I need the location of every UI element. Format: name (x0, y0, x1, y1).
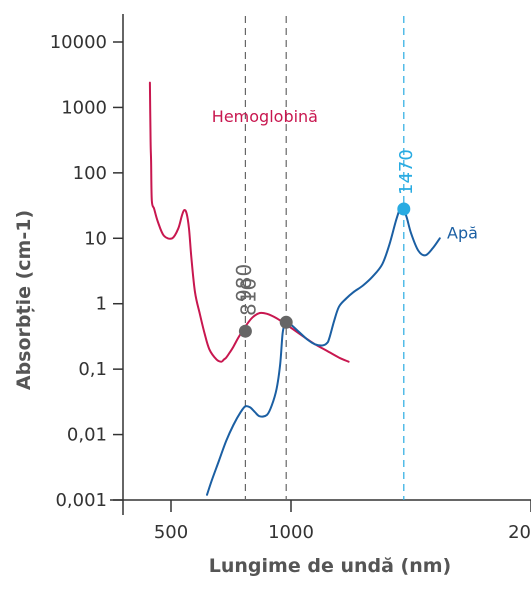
reference-line-label: 810 (236, 278, 260, 316)
reference-line-label: 1470 (396, 149, 417, 195)
y-tick-label: 100 (73, 163, 107, 184)
x-axis-title: Lungime de undă (nm) (209, 555, 451, 577)
points-layer (238, 202, 411, 338)
series-label: Hemoglobină (212, 107, 318, 126)
x-tick-label: 2000 (508, 522, 531, 543)
data-point-marker (397, 202, 411, 216)
y-tick-label: 1 (96, 294, 107, 315)
series-layer (148, 81, 441, 496)
y-tick-label: 10 (84, 228, 107, 249)
y-tick-label: 1000 (61, 97, 107, 118)
data-point-marker (238, 324, 252, 338)
series-label: Apă (447, 223, 478, 242)
x-tick-label: 500 (154, 522, 188, 543)
data-point-marker (279, 315, 293, 329)
y-tick-label: 10000 (50, 32, 107, 53)
y-tick-label: 0,001 (55, 490, 107, 511)
reference-lines-layer (244, 16, 405, 500)
y-tick-label: 0,1 (78, 359, 107, 380)
y-axis-title: Absorbție (cm-1) (13, 210, 35, 390)
series-line-1 (206, 206, 441, 496)
axes-layer: 0,001 0,01 0,1 1 10 100 1000 10000 500 1000 2000 (50, 14, 531, 543)
reference-line-label: 980 (232, 264, 256, 302)
y-tick-label: 0,01 (67, 425, 107, 446)
x-tick-label: 1000 (268, 522, 314, 543)
